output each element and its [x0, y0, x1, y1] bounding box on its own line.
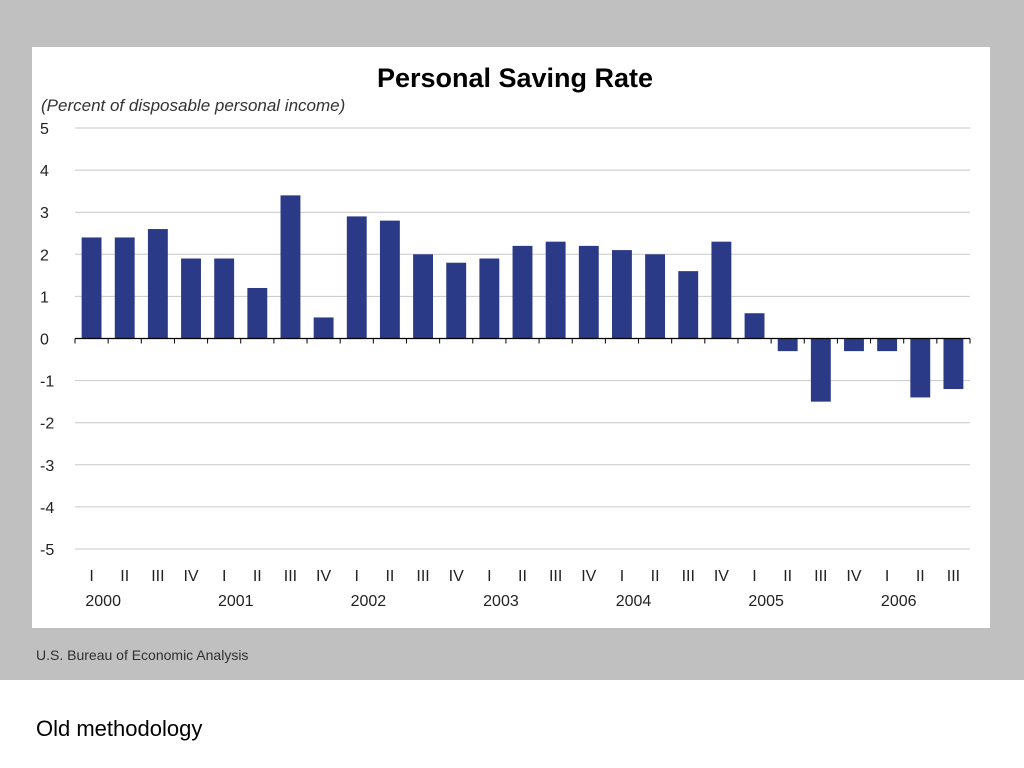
quarter-label: III: [416, 568, 429, 585]
quarter-label: II: [783, 568, 792, 585]
y-tick-label: -5: [40, 542, 54, 559]
bar: [678, 271, 699, 339]
quarter-label: III: [682, 568, 695, 585]
source-note: U.S. Bureau of Economic Analysis: [36, 647, 249, 663]
quarter-label: I: [487, 568, 491, 585]
bar: [280, 195, 301, 339]
bar: [181, 258, 201, 339]
chart-subtitle: (Percent of disposable personal income): [41, 96, 345, 115]
chart-svg: Personal Saving Rate (Percent of disposa…: [40, 63, 971, 610]
quarter-label: I: [222, 568, 226, 585]
y-tick-label: -1: [40, 374, 54, 391]
bar: [346, 216, 367, 339]
quarter-label: II: [916, 568, 925, 585]
bar: [512, 245, 533, 339]
quarter-label: I: [355, 568, 359, 585]
bars-layer: [81, 195, 964, 402]
quarter-label: I: [89, 568, 93, 585]
quarter-label: III: [284, 568, 297, 585]
bar: [413, 254, 433, 339]
quarter-label: III: [151, 568, 164, 585]
y-tick-label: 5: [40, 121, 49, 138]
bar: [81, 237, 102, 339]
quarter-label: II: [518, 568, 527, 585]
y-tick-label: -4: [40, 500, 54, 517]
bar: [810, 338, 831, 402]
bar: [578, 245, 599, 339]
bar: [612, 250, 632, 339]
bar: [844, 338, 864, 352]
bar: [545, 241, 566, 339]
y-tick-label: -2: [40, 416, 54, 433]
year-label: 2006: [881, 593, 917, 610]
quarter-label: IV: [183, 568, 198, 585]
bar: [744, 313, 765, 339]
quarter-label: II: [253, 568, 262, 585]
axis-layer: [74, 337, 971, 344]
bar: [877, 338, 898, 352]
quarter-label: III: [814, 568, 827, 585]
quarter-label: I: [620, 568, 624, 585]
quarter-label: II: [385, 568, 394, 585]
chart-panel: Personal Saving Rate (Percent of disposa…: [32, 47, 990, 628]
y-tick-label: 4: [40, 163, 49, 180]
quarter-label: II: [651, 568, 660, 585]
bar: [214, 258, 235, 339]
y-tick-label: 0: [40, 332, 49, 349]
quarter-label: III: [947, 568, 960, 585]
year-label: 2005: [748, 593, 784, 610]
bar: [711, 241, 732, 339]
bar: [379, 220, 400, 339]
bar: [247, 287, 268, 339]
year-label: 2001: [218, 593, 254, 610]
caption: Old methodology: [36, 716, 203, 741]
y-tick-label: 3: [40, 205, 49, 222]
year-label: 2000: [85, 593, 121, 610]
y-tick-label: -3: [40, 458, 54, 475]
quarter-label: IV: [846, 568, 861, 585]
slide-frame: Personal Saving Rate (Percent of disposa…: [0, 0, 1024, 680]
year-label: 2003: [483, 593, 519, 610]
bar: [147, 229, 168, 339]
bar: [910, 338, 931, 398]
quarter-label: I: [752, 568, 756, 585]
quarter-label: III: [549, 568, 562, 585]
quarter-label: IV: [449, 568, 464, 585]
quarter-label: IV: [316, 568, 331, 585]
y-tick-label: 2: [40, 247, 49, 264]
quarter-label: I: [885, 568, 889, 585]
quarter-label: IV: [581, 568, 596, 585]
bar: [313, 317, 334, 339]
bar: [114, 237, 135, 339]
y-tick-label: 1: [40, 289, 49, 306]
bar: [943, 338, 964, 390]
quarter-label: IV: [714, 568, 729, 585]
chart-title: Personal Saving Rate: [377, 63, 653, 93]
year-label: 2004: [616, 593, 652, 610]
bar: [446, 262, 467, 339]
year-label: 2002: [351, 593, 387, 610]
bar: [777, 338, 798, 352]
bar: [645, 254, 666, 339]
bar: [479, 258, 500, 339]
quarter-label: II: [120, 568, 129, 585]
